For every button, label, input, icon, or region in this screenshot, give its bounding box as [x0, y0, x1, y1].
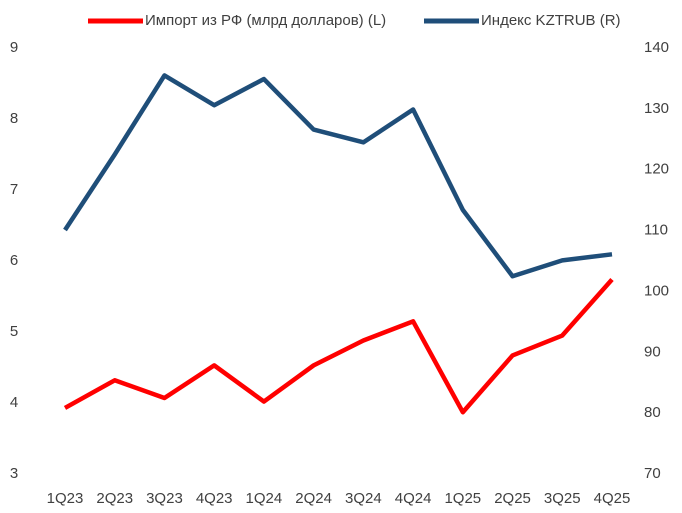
x-tick-label: 1Q25 — [444, 490, 481, 507]
x-tick-label: 4Q23 — [196, 490, 233, 507]
y2-tick-label: 140 — [644, 39, 669, 56]
y2-tick-label: 70 — [644, 465, 661, 482]
y-tick-label: 8 — [10, 110, 18, 127]
legend-label: Индекс KZTRUB (R) — [481, 12, 621, 29]
y2-tick-label: 90 — [644, 343, 661, 360]
y2-tick-label: 100 — [644, 282, 669, 299]
y-tick-label: 7 — [10, 181, 18, 198]
x-tick-label: 1Q24 — [246, 490, 283, 507]
x-tick-label: 2Q25 — [494, 490, 531, 507]
x-tick-label: 4Q25 — [594, 490, 631, 507]
y2-tick-label: 120 — [644, 161, 669, 178]
x-tick-label: 4Q24 — [395, 490, 432, 507]
x-tick-label: 3Q25 — [544, 490, 581, 507]
x-tick-label: 1Q23 — [47, 490, 84, 507]
y2-tick-label: 130 — [644, 100, 669, 117]
y-tick-label: 3 — [10, 465, 18, 482]
y2-tick-label: 80 — [644, 404, 661, 421]
series-line — [63, 277, 614, 415]
x-tick-label: 3Q24 — [345, 490, 382, 507]
x-tick-label: 2Q23 — [96, 490, 133, 507]
y-tick-label: 6 — [10, 252, 18, 269]
x-tick-label: 3Q23 — [146, 490, 183, 507]
y2-tick-label: 110 — [644, 222, 668, 239]
legend-label: Импорт из РФ (млрд долларов) (L) — [145, 12, 386, 29]
y-tick-label: 5 — [10, 323, 18, 340]
y-tick-label: 9 — [10, 39, 18, 56]
series-line — [63, 73, 613, 279]
x-tick-label: 2Q24 — [295, 490, 332, 507]
y-tick-label: 4 — [10, 394, 18, 411]
